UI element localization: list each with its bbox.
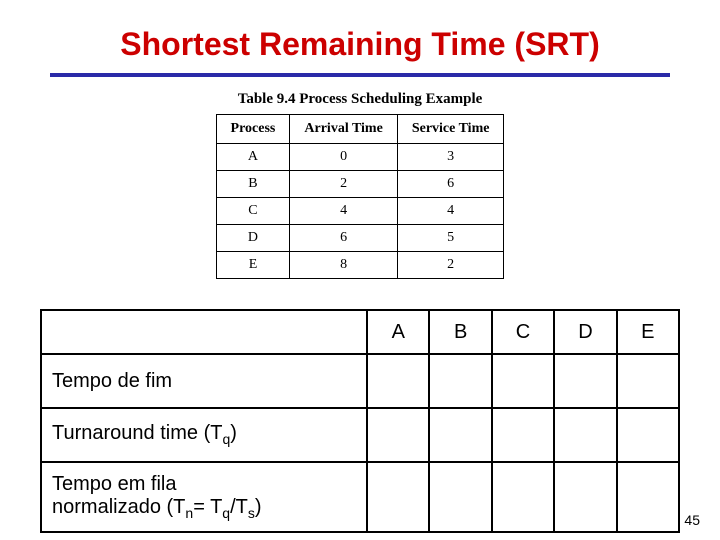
results-block: A B C D E Tempo de fim <box>40 309 680 533</box>
sched-cell: D <box>216 225 290 252</box>
results-cell <box>429 354 491 408</box>
results-col-D: D <box>554 310 616 354</box>
results-cell <box>617 354 679 408</box>
rowlabel-normalized: Tempo em fila normalizado (Tn= Tq/Ts) <box>41 462 367 532</box>
rowlabel-turnaround: Turnaround time (Tq) <box>41 408 367 462</box>
results-table: A B C D E Tempo de fim <box>40 309 680 533</box>
subscript: s <box>248 505 255 521</box>
results-col-A: A <box>367 310 429 354</box>
results-col-E: E <box>617 310 679 354</box>
results-cell <box>429 408 491 462</box>
sched-cell: 4 <box>290 198 397 225</box>
sched-row: A 0 3 <box>216 144 504 171</box>
results-row-turnaround: Turnaround time (Tq) <box>41 408 679 462</box>
sched-header-arrival: Arrival Time <box>290 115 397 144</box>
results-cell <box>367 354 429 408</box>
sched-cell: 8 <box>290 252 397 279</box>
text: Tempo em fila <box>52 473 177 495</box>
sched-cell: E <box>216 252 290 279</box>
text: /T <box>230 496 248 518</box>
title-underline <box>50 73 670 77</box>
sched-cell: C <box>216 198 290 225</box>
results-row-normalized: Tempo em fila normalizado (Tn= Tq/Ts) <box>41 462 679 532</box>
sched-cell: 4 <box>397 198 504 225</box>
results-cell <box>492 462 554 532</box>
text: normalizado <box>52 496 167 518</box>
results-cell <box>554 354 616 408</box>
results-cell <box>492 408 554 462</box>
page-number: 45 <box>684 512 700 528</box>
scheduling-caption: Table 9.4 Process Scheduling Example <box>190 91 530 108</box>
text: Turnaround time <box>52 422 204 444</box>
text: = T <box>193 496 222 518</box>
text: (T <box>167 496 186 518</box>
results-cell <box>367 462 429 532</box>
results-cell <box>617 462 679 532</box>
results-col-C: C <box>492 310 554 354</box>
sched-cell: 2 <box>290 171 397 198</box>
sched-header-process: Process <box>216 115 290 144</box>
sched-cell: 0 <box>290 144 397 171</box>
rowlabel-finish: Tempo de fim <box>41 354 367 408</box>
results-row-finish: Tempo de fim <box>41 354 679 408</box>
sched-row: B 2 6 <box>216 171 504 198</box>
text: ) <box>255 496 262 518</box>
results-cell <box>367 408 429 462</box>
sched-row: D 6 5 <box>216 225 504 252</box>
scheduling-example: Table 9.4 Process Scheduling Example Pro… <box>190 91 530 279</box>
sched-row: C 4 4 <box>216 198 504 225</box>
text: (T <box>204 422 223 444</box>
sched-row: E 8 2 <box>216 252 504 279</box>
sched-header-service: Service Time <box>397 115 504 144</box>
scheduling-table: Process Arrival Time Service Time A 0 3 … <box>216 114 505 279</box>
results-cell <box>617 408 679 462</box>
results-col-B: B <box>429 310 491 354</box>
sched-cell: B <box>216 171 290 198</box>
sched-cell: 5 <box>397 225 504 252</box>
sched-cell: 2 <box>397 252 504 279</box>
slide-title: Shortest Remaining Time (SRT) <box>0 0 720 73</box>
subscript: q <box>222 505 230 521</box>
text: ) <box>230 422 237 444</box>
results-cell <box>554 408 616 462</box>
results-blank-header <box>41 310 367 354</box>
sched-cell: 3 <box>397 144 504 171</box>
sched-cell: A <box>216 144 290 171</box>
results-cell <box>492 354 554 408</box>
sched-cell: 6 <box>290 225 397 252</box>
results-cell <box>429 462 491 532</box>
sched-cell: 6 <box>397 171 504 198</box>
results-cell <box>554 462 616 532</box>
